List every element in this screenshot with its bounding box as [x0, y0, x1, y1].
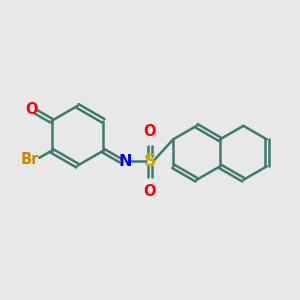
Text: Br: Br — [21, 152, 39, 167]
Text: S: S — [143, 152, 156, 170]
Text: O: O — [25, 102, 38, 117]
Text: O: O — [143, 184, 156, 199]
Text: O: O — [143, 124, 156, 139]
Text: N: N — [119, 154, 132, 169]
